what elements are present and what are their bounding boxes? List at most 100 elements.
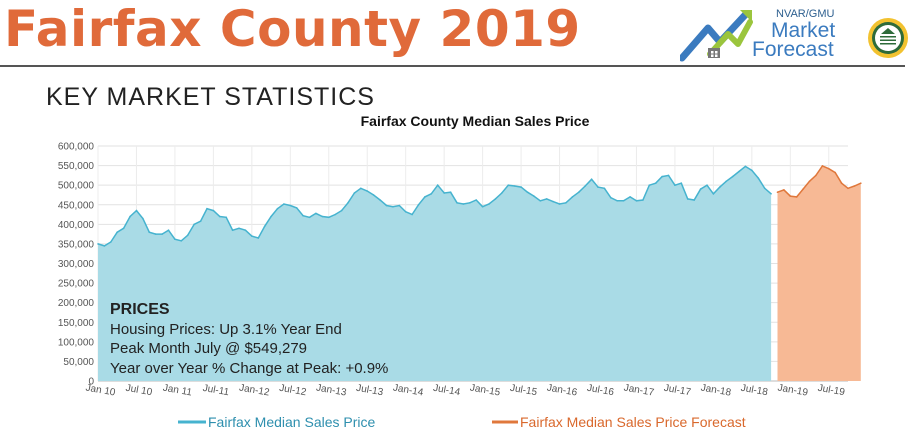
- data-point-actual: [340, 209, 343, 212]
- section-title: KEY MARKET STATISTICS: [46, 83, 375, 111]
- data-point-forecast: [808, 180, 811, 183]
- y-tick-label: 50,000: [63, 357, 94, 368]
- data-point-actual: [366, 190, 369, 192]
- data-point-actual: [763, 187, 766, 190]
- data-point-actual: [558, 203, 561, 205]
- data-point-actual: [334, 213, 337, 216]
- chart-title: Fairfax County Median Sales Price: [361, 113, 590, 129]
- x-tick-label: Jul-12: [278, 383, 307, 399]
- data-point-actual: [238, 227, 240, 230]
- data-point-actual: [321, 215, 324, 218]
- y-tick-label: 600,000: [58, 142, 95, 153]
- data-point-actual: [231, 229, 234, 231]
- y-tick-label: 550,000: [58, 161, 95, 172]
- data-point-actual: [635, 200, 638, 202]
- x-tick-label: Jul-14: [432, 383, 461, 399]
- x-tick-label: Jan-12: [238, 382, 270, 398]
- data-point-actual: [263, 225, 266, 228]
- data-point-actual: [353, 192, 356, 194]
- data-point-actual: [674, 184, 676, 186]
- x-tick-label: Jan-19: [777, 382, 809, 398]
- data-point-actual: [392, 205, 394, 208]
- data-point-actual: [186, 234, 189, 237]
- regional-analysis-seal: [868, 18, 908, 58]
- data-point-actual: [533, 195, 535, 197]
- data-point-actual: [744, 165, 747, 168]
- data-point-actual: [244, 229, 247, 231]
- data-point-forecast: [853, 185, 856, 187]
- data-point-actual: [206, 207, 208, 210]
- data-point-actual: [552, 200, 554, 203]
- prices-year-end-change: Housing Prices: Up 3.1% Year End: [110, 320, 342, 338]
- data-point-actual: [469, 202, 471, 204]
- data-point-actual: [97, 243, 99, 245]
- data-point-actual: [571, 196, 574, 198]
- data-point-actual: [616, 200, 618, 202]
- data-point-actual: [129, 215, 131, 218]
- area-forecast: [777, 165, 861, 381]
- prices-peak-month: Peak Month July @ $549,279: [110, 340, 308, 357]
- logo-market-text: Market: [771, 19, 836, 42]
- data-point-actual: [142, 217, 144, 220]
- data-point-actual: [725, 180, 727, 183]
- data-point-actual: [328, 216, 330, 219]
- data-point-forecast: [840, 182, 843, 184]
- data-point-actual: [199, 220, 202, 222]
- data-point-actual: [578, 191, 580, 193]
- data-point-actual: [610, 196, 612, 199]
- data-point-actual: [257, 237, 260, 239]
- data-point-actual: [667, 174, 670, 177]
- data-point-actual: [622, 200, 625, 202]
- data-point-actual: [507, 184, 510, 186]
- data-point-forecast: [795, 196, 798, 198]
- prices-yoy-change: Year over Year % Change at Peak: +0.9%: [110, 359, 389, 377]
- x-tick-label: Jul-18: [740, 383, 769, 399]
- data-point-actual: [699, 188, 702, 190]
- data-point-actual: [706, 184, 708, 186]
- area-actual: [98, 166, 772, 381]
- data-point-actual: [398, 204, 401, 207]
- data-point-actual: [103, 245, 106, 247]
- data-point-forecast: [789, 195, 792, 197]
- data-point-actual: [436, 184, 439, 186]
- data-point-actual: [494, 198, 497, 200]
- x-tick-label: Jan-15: [469, 382, 501, 398]
- data-point-forecast: [828, 167, 830, 170]
- x-tick-label: Jul-19: [817, 383, 846, 399]
- data-point-actual: [193, 223, 195, 226]
- data-point-actual: [526, 191, 529, 193]
- data-point-actual: [539, 200, 542, 202]
- x-tick-label: Jan-14: [392, 382, 424, 398]
- y-tick-label: 100,000: [58, 337, 95, 348]
- x-tick-label: Jul-15: [509, 383, 538, 399]
- data-point-actual: [597, 186, 599, 188]
- header-divider: [0, 65, 905, 67]
- data-point-actual: [738, 170, 740, 173]
- data-point-actual: [135, 209, 138, 212]
- data-point-actual: [430, 193, 433, 195]
- data-point-actual: [424, 196, 426, 198]
- data-point-actual: [347, 202, 349, 204]
- y-tick-label: 300,000: [58, 259, 95, 270]
- data-point-actual: [603, 187, 606, 190]
- data-point-actual: [315, 212, 317, 215]
- data-point-actual: [686, 198, 689, 200]
- data-point-actual: [642, 199, 644, 201]
- data-point-actual: [757, 177, 760, 179]
- series-line-actual: [97, 165, 772, 247]
- data-point-actual: [545, 198, 548, 200]
- y-tick-label: 150,000: [58, 318, 95, 329]
- data-point-actual: [308, 216, 311, 219]
- prices-summary-box: PRICES Housing Prices: Up 3.1% Year End …: [110, 300, 388, 378]
- data-point-forecast: [815, 174, 817, 177]
- data-point-actual: [680, 182, 683, 184]
- data-point-forecast: [802, 188, 804, 190]
- data-point-actual: [411, 213, 413, 216]
- y-tick-label: 350,000: [58, 239, 95, 250]
- x-tick-label: Jul-13: [355, 383, 384, 399]
- data-point-forecast: [860, 182, 862, 184]
- logo-forecast-text: Forecast: [752, 38, 834, 61]
- data-point-actual: [520, 186, 522, 188]
- data-point-forecast: [783, 189, 785, 191]
- data-point-actual: [731, 175, 734, 178]
